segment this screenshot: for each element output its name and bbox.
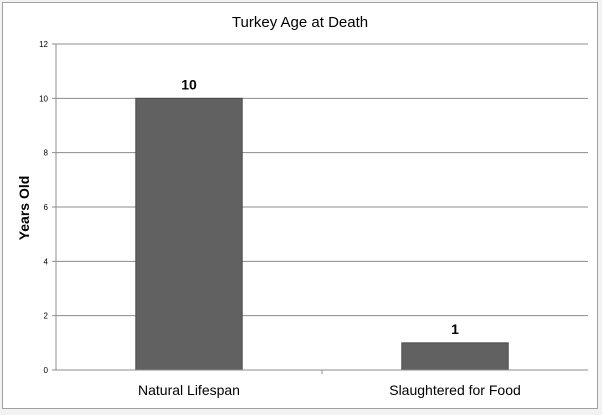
x-category-label: Slaughtered for Food: [389, 382, 521, 398]
chart-title: Turkey Age at Death: [232, 14, 368, 31]
y-tick-label: 0: [44, 366, 49, 375]
y-tick-label: 8: [44, 149, 49, 158]
bars: [135, 97, 509, 371]
y-tick-label: 2: [44, 312, 49, 321]
axes: [52, 43, 588, 374]
bar: [401, 342, 509, 371]
y-tick-label: 12: [39, 40, 48, 49]
data-label: 10: [181, 76, 197, 92]
bar-chart: Turkey Age at Death Years Old 0 2 4 6 8 10 12 1…: [16, 14, 588, 398]
y-tick-label: 10: [39, 94, 48, 103]
x-category-label: Natural Lifespan: [138, 382, 240, 398]
bar: [135, 97, 243, 371]
y-tick-label: 4: [44, 257, 49, 266]
labels: 0 2 4 6 8 10 12 10 Natural Lifespan 1 Slaughtered …: [39, 40, 521, 398]
data-label: 1: [451, 321, 459, 337]
chart-frame: Turkey Age at Death Years Old 0 2 4 6 8 10 12 1…: [2, 2, 598, 409]
y-tick-label: 6: [44, 203, 49, 212]
y-axis-label: Years Old: [16, 176, 32, 241]
